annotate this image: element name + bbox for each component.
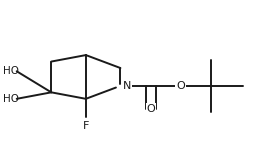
- Text: HO: HO: [3, 66, 19, 76]
- Text: O: O: [147, 104, 155, 114]
- Text: HO: HO: [3, 94, 19, 104]
- Text: F: F: [83, 121, 89, 131]
- Text: N: N: [123, 81, 131, 91]
- Text: O: O: [176, 81, 185, 91]
